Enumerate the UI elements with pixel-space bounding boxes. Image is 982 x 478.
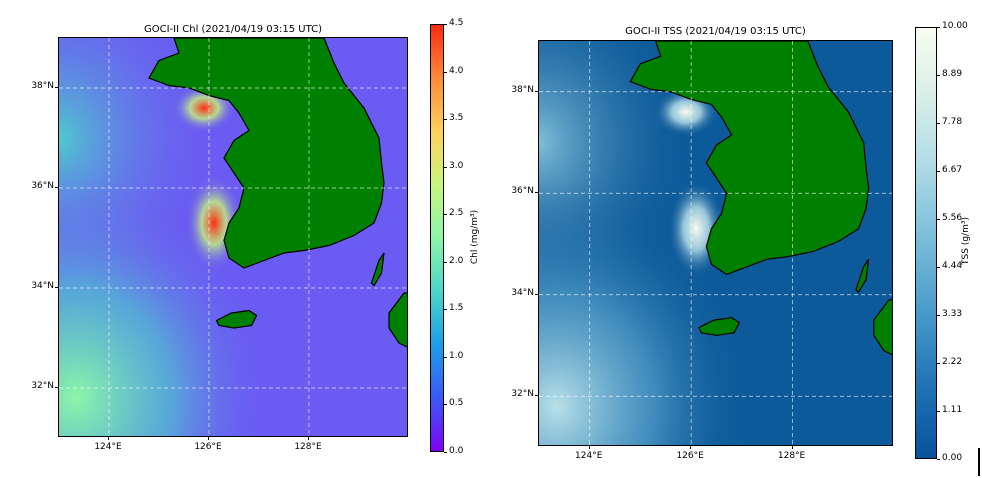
tss-colorbar-tick-mark [937,171,940,172]
chl-colorbar-tick-mark [444,309,447,311]
tss-colorbar-tick-label: 3.33 [942,309,963,319]
chl-y-tick-mark [55,187,58,188]
chl-colorbar-tick-label: 1.5 [449,303,464,314]
tss-land-tsushima [855,258,870,294]
tss-colorbar-tick-mark [937,219,940,220]
tss-y-tick-mark [535,90,538,92]
tss-colorbar-tick-label: 6.67 [942,165,963,175]
chl-x-tick-mark [108,437,109,440]
chl-x-tick-mark [208,437,209,440]
chl-colorbar-label: Chl (mg/m³) [470,209,480,265]
chl-colorbar-tick-mark [444,452,447,453]
tss-land-peninsula [629,41,870,276]
tss-y-tick-mark [535,395,538,397]
chl-y-tick-label: 34°N [31,281,54,291]
tss-x-tick-mark [588,446,590,449]
chl-colorbar-tick-label: 2.0 [449,255,464,266]
chl-y-tick-label: 36°N [31,181,54,191]
chl-colorbar-tick-label: 3.0 [449,160,464,171]
tss-colorbar-tick-label: 10.00 [942,21,968,31]
chl-colorbar-tick-label: 0.0 [449,446,464,456]
chl-land-peninsula [148,38,385,269]
tss-colorbar-tick-label: 7.78 [942,117,963,127]
tss-chart-title: GOCI-II TSS (2021/04/19 03:15 UTC) [625,26,806,37]
tss-y-tick-label: 32°N [511,389,534,400]
tss-colorbar-label: TSS (g/m³) [961,217,971,265]
chl-colorbar-tick-mark [444,119,447,121]
tss-colorbar-tick-label: 5.56 [942,213,963,223]
tss-map-canvas [539,41,892,445]
tss-colorbar-tick-mark [937,363,940,364]
tss-land-jeju [697,316,741,336]
tss-x-tick-label: 126°E [676,451,704,461]
tss-colorbar-tick-label: 2.22 [942,357,963,367]
chl-y-tick-mark [55,287,58,288]
chl-colorbar-tick-mark [444,261,447,263]
tss-y-tick-label: 34°N [511,287,534,298]
tss-colorbar-tick-mark [937,315,940,316]
tss-y-tick-mark [535,293,538,295]
chl-land-tsushima [370,252,385,287]
chl-colorbar-tick-label: 4.5 [449,18,464,28]
tss-colorbar-tick-label: 1.11 [942,405,963,415]
chl-colorbar-tick-label: 1.0 [449,350,464,361]
chl-x-tick-mark [308,437,309,440]
tss-x-tick-label: 128°E [777,451,806,461]
chl-y-tick-label: 32°N [31,381,54,391]
chl-y-tick-mark [55,87,58,88]
tss-colorbar-tick-mark [937,459,940,460]
tss-colorbar-tick-label: 0.00 [942,453,963,463]
chl-colorbar-tick-label: 4.0 [449,65,464,76]
chl-colorbar-tick-mark [444,24,447,25]
chl-colorbar-tick-mark [444,166,447,168]
chl-map-canvas [59,38,407,436]
chl-colorbar-tick-mark [444,71,447,73]
tss-y-tick-label: 36°N [511,186,534,197]
chl-x-tick-label: 126°E [194,442,222,452]
tss-colorbar-tick-label: 8.89 [942,69,963,79]
tss-x-tick-label: 124°E [575,451,603,461]
chl-colorbar-tick-mark [444,356,447,358]
chl-colorbar-tick-mark [444,214,447,216]
tss-colorbar-tick-mark [937,75,940,76]
chl-chart-title: GOCI-II Chl (2021/04/19 03:15 UTC) [144,24,322,35]
chl-y-tick-mark [55,387,58,388]
chl-map [58,37,408,437]
tss-colorbar-tick-mark [937,27,940,28]
chl-y-tick-label: 38°N [31,81,54,91]
tss-colorbar-tick-mark [937,267,940,268]
window-edge-mark [978,448,980,476]
tss-x-tick-mark [791,446,793,449]
tss-colorbar-tick-mark [937,411,940,412]
chl-colorbar-tick-label: 2.5 [449,208,464,219]
tss-y-tick-mark [535,192,538,194]
chl-colorbar-tick-label: 3.5 [449,113,464,124]
chl-colorbar-tick-label: 0.5 [449,398,464,409]
chl-land-kyushu [388,292,407,348]
tss-colorbar [915,27,937,459]
tss-map [538,40,893,446]
chl-colorbar-tick-mark [444,404,447,406]
tss-colorbar-tick-label: 4.44 [942,261,963,271]
chl-land-jeju [215,309,258,329]
chl-x-tick-label: 128°E [294,442,322,452]
chl-x-tick-label: 124°E [94,442,122,452]
tss-y-tick-label: 38°N [511,84,534,95]
tss-x-tick-mark [690,446,692,449]
chl-colorbar [430,24,444,452]
tss-colorbar-tick-mark [937,123,940,124]
tss-land-kyushu [873,299,892,356]
